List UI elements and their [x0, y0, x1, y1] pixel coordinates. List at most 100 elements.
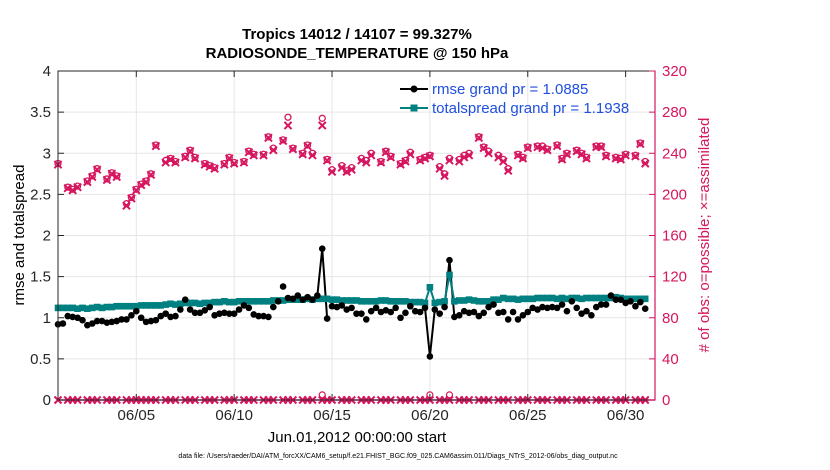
obs-assimilated-point	[538, 143, 547, 153]
legend: rmse grand pr = 1.0885 totalspread grand…	[400, 81, 629, 117]
rmse-point	[284, 294, 292, 302]
obs-assimilated-point	[621, 150, 630, 160]
totalspread-point	[416, 298, 424, 306]
obs-assimilated-x-stroke	[171, 158, 180, 167]
rmse-point	[299, 296, 306, 303]
y-left-tick-label: 2	[43, 228, 51, 245]
totalspread-point	[641, 295, 649, 303]
obs-assimilated-x-stroke	[596, 142, 606, 152]
obs-assimilated-x-stroke	[122, 201, 131, 210]
obs-assimilated-point	[112, 172, 122, 182]
totalspread-point	[382, 297, 390, 304]
obs-assimilated-x-stroke	[538, 143, 547, 153]
obs-assimilated-x-stroke	[308, 150, 317, 160]
obs-assimilated-x-stroke	[342, 167, 352, 177]
rmse-point	[137, 314, 145, 322]
x-tick-label: 06/25	[509, 407, 547, 424]
y-left-tick-label: 2.5	[30, 186, 51, 203]
obs-assimilated-x-stroke	[141, 177, 151, 187]
totalspread-point	[137, 302, 145, 309]
obs-assimilated-point	[141, 177, 151, 187]
obs-assimilated-point	[63, 183, 73, 193]
obs-assimilated-x-stroke	[381, 147, 391, 157]
obs-assimilated-point	[543, 145, 552, 155]
rmse-point	[221, 309, 228, 317]
obs-assimilated-x-stroke	[631, 152, 640, 161]
obs-zero-possible-point	[318, 391, 326, 399]
obs-assimilated-point	[523, 143, 533, 153]
rmse-point	[416, 308, 424, 316]
obs-assimilated-point	[171, 158, 180, 167]
totalspread-point	[504, 295, 512, 303]
obs-assimilated-point	[513, 150, 523, 160]
obs-assimilated-x-stroke	[317, 121, 327, 130]
totalspread-point	[509, 295, 517, 303]
obs-assimilated-x-stroke	[92, 165, 102, 175]
obs-assimilated-x-stroke	[269, 145, 278, 155]
obs-assimilated-x-stroke	[577, 149, 586, 159]
totalspread-point	[270, 297, 277, 304]
obs-assimilated-point	[283, 121, 293, 130]
obs-assimilated-x-stroke	[166, 155, 175, 164]
obs-assimilated-point	[239, 158, 249, 167]
totalspread-point	[103, 303, 111, 311]
rmse-point	[167, 313, 174, 321]
totalspread-point	[177, 300, 184, 308]
rmse-point	[196, 309, 204, 317]
rmse-point	[314, 292, 321, 299]
rmse-point	[372, 304, 380, 312]
rmse-point	[588, 311, 595, 319]
obs-assimilated-point	[498, 157, 508, 166]
totalspread-point	[186, 299, 194, 307]
obs-assimilated-x-stroke	[406, 149, 415, 159]
obs-assimilated-x-stroke	[498, 157, 508, 166]
totalspread-point	[602, 294, 610, 302]
rmse-point	[519, 311, 527, 319]
obs-possible-point	[377, 157, 385, 166]
obs-assimilated-x-stroke	[278, 136, 288, 146]
obs-assimilated-point	[366, 150, 376, 160]
rmse-point	[480, 309, 488, 317]
rmse-point	[524, 308, 532, 316]
totalspread-point	[128, 302, 135, 310]
obs-assimilated-point	[582, 154, 591, 163]
rmse-point	[142, 318, 150, 326]
x-tick-label: 06/20	[411, 407, 449, 424]
totalspread-point	[539, 294, 546, 302]
rmse-point	[421, 304, 429, 312]
obs-assimilated-point	[200, 160, 210, 169]
obs-possible-point	[303, 141, 312, 149]
obs-possible-point	[289, 144, 297, 152]
obs-assimilated-x-stroke	[68, 185, 77, 195]
obs-assimilated-point	[107, 169, 117, 179]
obs-assimilated-x-stroke	[401, 157, 410, 166]
rmse-point	[387, 308, 395, 316]
obs-assimilated-x-stroke	[205, 162, 215, 171]
rmse-point	[162, 310, 169, 317]
obs-possible-point	[480, 143, 488, 151]
obs-assimilated-point	[518, 154, 528, 163]
x-tick-label: 06/15	[313, 407, 351, 424]
obs-assimilated-x-stroke	[601, 152, 611, 161]
totalspread-point	[318, 295, 326, 303]
obs-assimilated-point	[244, 147, 254, 157]
totalspread-point	[436, 298, 443, 306]
rmse-point	[641, 305, 649, 313]
y-right-tick-label: 80	[662, 310, 679, 327]
chart-title: Tropics 14012 / 14107 = 99.327%	[242, 26, 472, 43]
rmse-point	[431, 306, 439, 313]
obs-assimilated-point	[190, 154, 200, 163]
obs-assimilated-x-stroke	[459, 153, 469, 162]
totalspread-point	[333, 296, 341, 303]
obs-assimilated-x-stroke	[572, 146, 582, 156]
rmse-point	[245, 304, 253, 312]
obs-assimilated-x-stroke	[210, 164, 219, 173]
obs-assimilated-x-stroke	[327, 167, 337, 177]
rmse-point	[490, 301, 497, 308]
obs-possible-point	[220, 159, 229, 168]
totalspread-point	[279, 297, 287, 304]
obs-assimilated-x-stroke	[494, 153, 503, 162]
obs-assimilated-x-stroke	[107, 169, 117, 179]
totalspread-point	[367, 298, 375, 305]
rmse-point	[132, 307, 140, 315]
